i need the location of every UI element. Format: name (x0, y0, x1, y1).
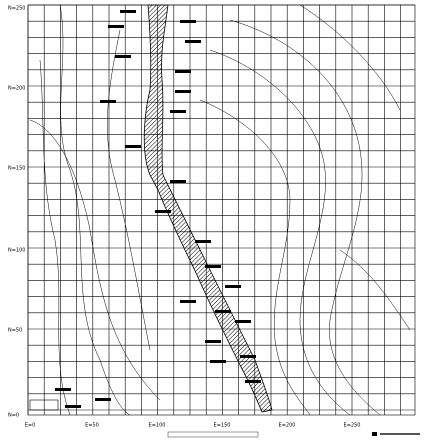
note (120, 10, 136, 13)
structure (29, 399, 59, 411)
note (108, 25, 124, 28)
note (180, 300, 196, 303)
note (210, 360, 226, 363)
east-label: E=50 (85, 423, 99, 429)
north-label: N=100 (8, 248, 25, 254)
north-label: N=200 (8, 86, 25, 92)
note (115, 55, 131, 58)
note (240, 355, 256, 358)
north-label: N=250 (8, 6, 25, 12)
note (170, 180, 186, 183)
axis-labels: N=250 N=200 N=150 N=100 N=50 N=0 E=0 E=50 E=100 E… (8, 6, 360, 429)
east-label: E=0 (25, 423, 36, 429)
east-label: E=150 (214, 423, 231, 429)
note (205, 265, 221, 268)
north-label: N=150 (8, 166, 25, 172)
note (55, 388, 71, 391)
note (155, 210, 171, 213)
note (65, 405, 81, 408)
east-label: E=100 (149, 423, 166, 429)
north-label: N=0 (8, 413, 19, 419)
note (180, 20, 196, 23)
north-label: N=50 (8, 328, 22, 334)
note (195, 240, 211, 243)
river-channel (143, 4, 273, 413)
east-label: E=200 (279, 423, 296, 429)
note (100, 100, 116, 103)
note (205, 340, 221, 343)
note (235, 320, 251, 323)
note (170, 110, 186, 113)
legend-swatch (372, 432, 377, 436)
title-block (167, 431, 259, 438)
note (95, 398, 111, 401)
note (245, 380, 261, 383)
east-label: E=250 (344, 423, 361, 429)
contours (29, 4, 411, 416)
note (185, 40, 201, 43)
note (215, 310, 231, 313)
note (225, 285, 241, 288)
note (125, 145, 141, 148)
note (175, 70, 191, 73)
note (175, 90, 191, 93)
legend-text (380, 433, 420, 435)
annotations (55, 10, 261, 408)
frame (27, 4, 416, 416)
